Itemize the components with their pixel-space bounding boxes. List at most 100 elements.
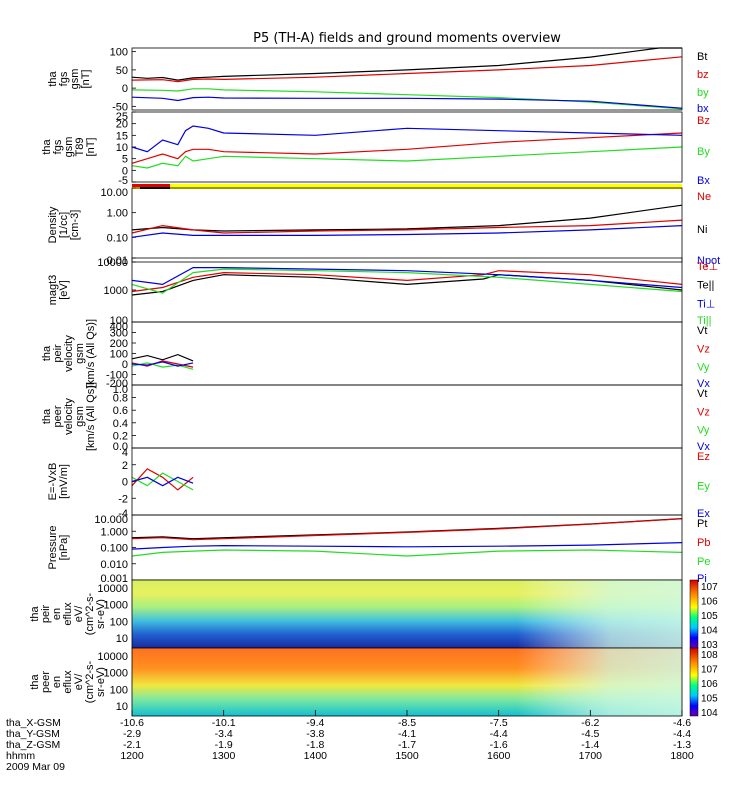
series-line-bx [131,96,683,109]
y-tick-label: 0.8 [113,393,128,405]
legend-label: Vx [697,378,710,390]
y-axis-label: E=-VxB [47,463,59,501]
legend-label: Ti|| [697,315,711,327]
colorbar-label: 106 [701,679,718,690]
y-tick-label: 50 [116,65,128,77]
series-line-bz [131,56,683,83]
legend-label: Pt [697,518,707,530]
y-tick-label: -5 [118,175,128,187]
y-axis-label: Pressure [47,525,59,569]
z-gsm-value: -1.6 [490,739,508,751]
legend-label: by [697,87,709,99]
y-tick-label: 15 [116,130,128,142]
y-tick-label: -200 [106,378,128,390]
y-tick-label: 10000 [97,257,128,269]
colorbar-9 [689,579,699,649]
legend-label: Ni [697,224,707,236]
y-tick-label: -100 [106,370,128,382]
hhmm-value: 1600 [487,750,511,762]
spectrogram-fade [132,648,682,716]
ephemeris-row-label: tha_Y-GSM [6,728,60,740]
y-gsm-value: -3.4 [215,728,233,740]
y-axis-label: velocity [63,398,75,435]
series-line-vt [131,353,194,362]
y-axis-label: en [51,676,63,688]
colorbar-label: 106 [701,597,718,608]
y-axis-label: tha [29,605,41,621]
legend-label: Vy [697,362,710,374]
y-tick-label: 200 [110,338,128,350]
series-line-pb [131,518,683,541]
colorbar-label: 105 [701,611,718,622]
status-bar-red [132,184,170,187]
hhmm-value: 1300 [212,750,236,762]
series-line-ex [131,476,194,487]
y-axis-label: [1/cc] [58,212,70,238]
legend-label: bx [697,103,709,115]
y-tick-label: 0 [122,165,128,177]
panel-2 [131,111,683,183]
legend-label: bz [697,69,709,81]
y-axis-label: tha [47,70,59,86]
y-axis-label: velocity [63,335,75,372]
y-axis-label: eflux [62,670,74,694]
x-gsm-value: -7.5 [490,717,508,729]
series-line-ez [131,468,194,491]
legend-label: Ez [697,451,710,463]
y-tick-label: 4 [122,447,128,459]
y-tick-label: 10 [116,142,128,154]
y-tick-label: 0.6 [113,405,128,417]
y-gsm-value: -2.9 [123,728,141,740]
series-line-npot [131,225,683,238]
y-tick-label: 0 [122,477,128,489]
y-tick-label: 10.00 [100,187,128,199]
y-axis-label: gsm [63,137,75,158]
panel-8 [131,514,683,581]
y-axis-label: tha [41,138,53,154]
legend-label: Ex [697,508,710,520]
y-tick-label: 0.10 [107,232,128,244]
legend-label: Pi [697,573,707,585]
y-axis-label: [eV] [58,280,70,300]
legend-label: Ne [697,191,711,203]
y-tick-label: 10.000 [94,514,128,526]
panel-5 [131,321,683,386]
y-axis-label: gsm [74,343,86,364]
series-line-bx [131,125,683,153]
series-line-by [131,88,683,110]
series-line-pt [131,518,683,540]
series-line-vy [131,362,194,370]
y-axis-label: (cm^2-s- [84,660,96,703]
z-gsm-value: -1.4 [581,739,599,751]
colorbar-label: 103 [701,640,718,651]
y-gsm-value: -4.4 [673,728,691,740]
x-gsm-value: -8.5 [398,717,416,729]
series-line-vx [131,361,194,367]
ephemeris-row-label: tha_X-GSM [6,717,61,729]
y-tick-label: 10 [116,633,128,645]
y-tick-label: 100 [110,315,128,327]
legend-label: Vy [697,425,710,437]
y-axis-label: tha [41,408,53,424]
y-tick-label: 5 [122,154,128,166]
y-axis-label: fgs [52,139,64,154]
y-tick-label: 1000 [104,285,128,297]
y-tick-label: 0.010 [100,559,128,571]
hhmm-value: 1800 [670,750,694,762]
colorbar-label: 107 [701,665,718,676]
y-axis-label: [mV/m] [58,464,70,499]
y-tick-label: 0.2 [113,430,128,442]
y-axis-label: [cm-3] [69,210,81,241]
series-line-ni [131,204,683,232]
series-line-ti [131,268,683,294]
y-axis-label: Density [47,206,59,243]
y-tick-label: 10 [116,701,128,713]
series-line-ne [131,219,683,234]
panel-frame [131,321,683,386]
y-tick-label: -4 [118,508,128,520]
y-axis-label: tha [29,673,41,689]
panel-9 [131,579,699,649]
legend-label: Bx [697,175,710,187]
y-axis-label: gsm [74,406,86,427]
